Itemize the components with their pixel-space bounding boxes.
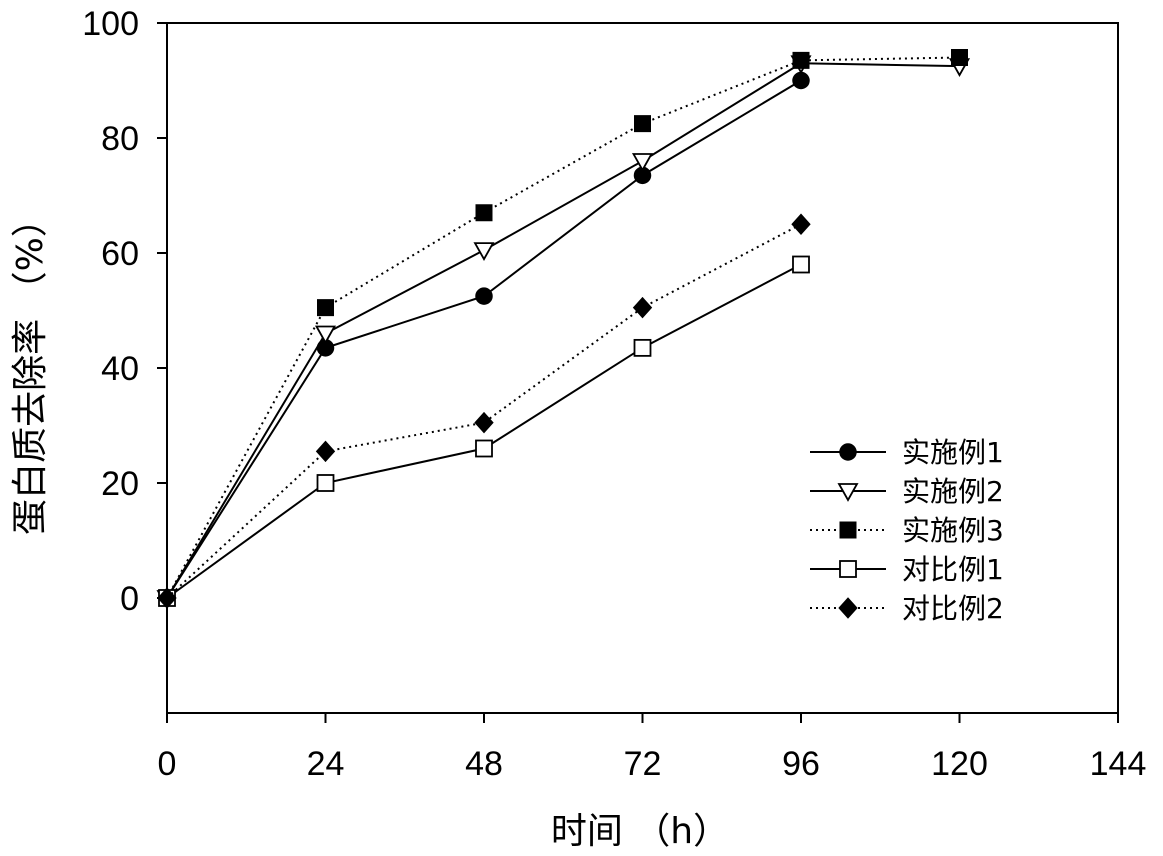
axis-ticks: 0 24 48 72 96 120 144 0 20 40 60 80 100	[82, 5, 1146, 783]
series-3-point	[634, 115, 651, 133]
legend-label: 实施例1	[902, 436, 1004, 469]
y-tick-label: 20	[101, 465, 139, 503]
x-tick-label: 96	[782, 745, 820, 783]
y-tick-label: 100	[82, 5, 139, 43]
x-tick-label: 0	[158, 745, 177, 783]
legend-marker	[838, 597, 858, 619]
series-3-point	[951, 49, 968, 66]
x-tick-label: 72	[624, 745, 662, 783]
legend-item-4: 对比例1	[810, 553, 1004, 586]
x-tick-label: 48	[465, 745, 503, 783]
x-axis-title: 时间 （h）	[551, 811, 729, 852]
series-lines	[156, 49, 971, 609]
series-3-line	[166, 56, 960, 599]
series-5-point	[157, 587, 177, 609]
series-2-point	[314, 325, 337, 345]
legend-label: 实施例3	[902, 514, 1004, 547]
y-axis-title: 蛋白质去除率 （%）	[10, 201, 51, 535]
legend-marker	[837, 483, 859, 502]
series-2-point	[473, 242, 495, 261]
x-tick-label: 144	[1090, 745, 1147, 783]
series-5	[157, 213, 811, 609]
series-4-point	[792, 255, 810, 274]
series-1-point	[792, 71, 810, 90]
series-1-line	[166, 79, 802, 599]
legend-marker	[839, 560, 857, 578]
series-5-point	[474, 411, 494, 434]
series-2-point	[631, 153, 654, 172]
legend-marker	[839, 443, 857, 461]
series-5-point	[632, 296, 653, 319]
series-5-point	[315, 440, 336, 463]
y-tick-label: 60	[101, 235, 139, 273]
series-4-point	[633, 338, 652, 357]
series-5-point	[791, 213, 811, 235]
y-tick-label: 40	[101, 350, 139, 388]
legend-label: 实施例2	[902, 475, 1004, 508]
series-4-point	[316, 474, 335, 492]
legend-label: 对比例2	[902, 592, 1004, 625]
series-5-line	[166, 223, 802, 599]
y-tick-label: 80	[101, 120, 139, 158]
series-1-point	[475, 287, 493, 305]
legend-item-5: 对比例2	[810, 592, 1004, 625]
legend-marker	[839, 521, 857, 539]
series-1	[158, 71, 810, 607]
series-2-line	[166, 62, 960, 599]
legend-item-2: 实施例2	[810, 475, 1004, 508]
legend-item-3: 实施例3	[810, 514, 1004, 547]
legend-item-1: 实施例1	[810, 436, 1004, 469]
series-3-point	[475, 204, 493, 222]
series-4-point	[475, 439, 493, 458]
series-3-point	[317, 299, 334, 317]
x-tick-label: 120	[931, 745, 988, 783]
x-tick-label: 24	[307, 745, 345, 783]
legend: 实施例1 实施例2 实施例3 对比例1 对比例2	[810, 436, 1004, 625]
y-tick-label: 0	[120, 580, 139, 618]
legend-label: 对比例1	[902, 553, 1004, 586]
series-3-point	[792, 51, 810, 69]
